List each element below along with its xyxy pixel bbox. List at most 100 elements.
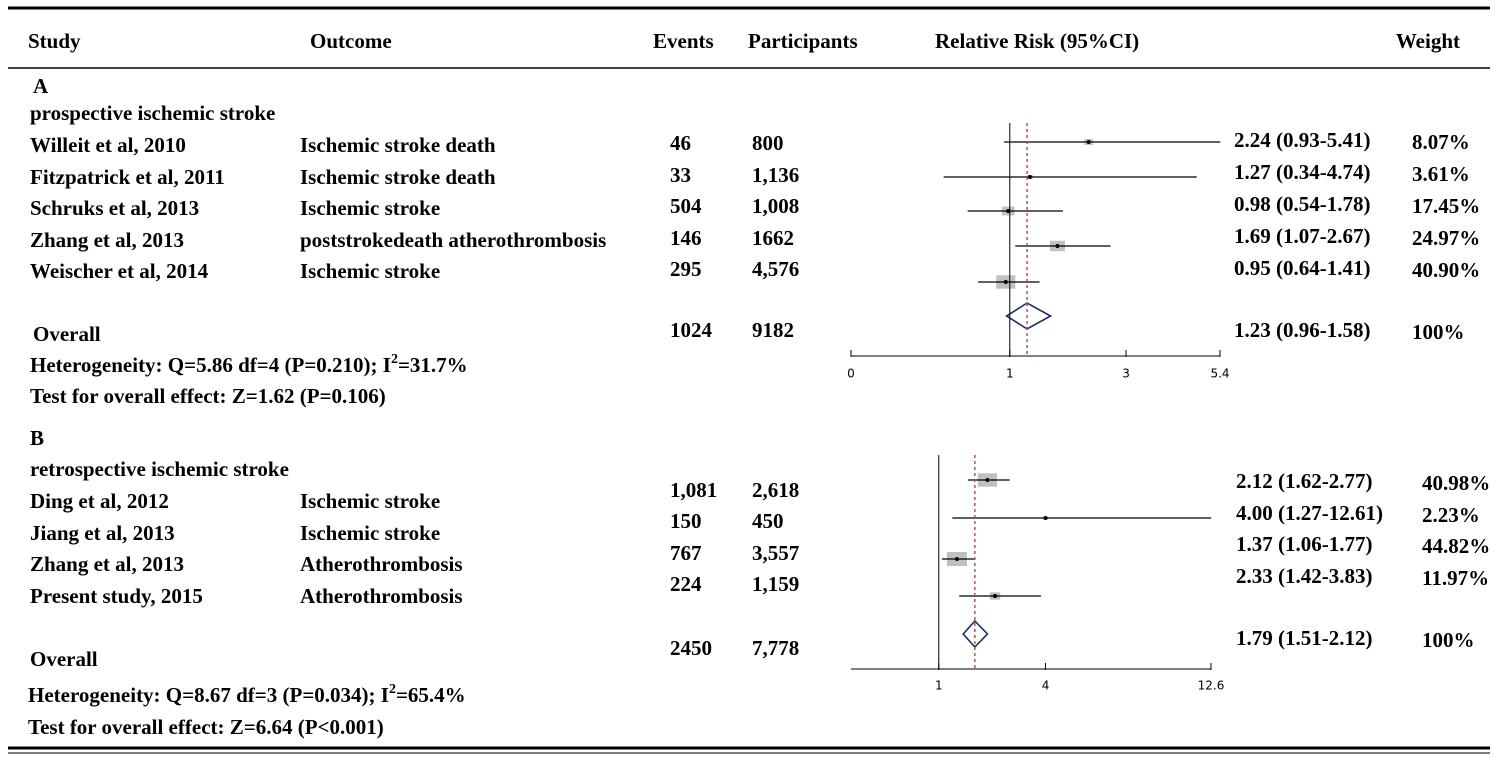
participants: 1,008 — [752, 194, 799, 218]
study-name: Ding et al, 2012 — [30, 489, 169, 513]
outcome: Ischemic stroke — [300, 521, 440, 545]
relative-risk: 2.33 (1.42-3.83) — [1236, 564, 1372, 588]
point-estimate — [954, 557, 959, 561]
x-tick-label: 1 — [935, 679, 943, 693]
relative-risk: 0.98 (0.54-1.78) — [1234, 192, 1370, 216]
point-estimate — [1043, 516, 1048, 520]
participants: 450 — [752, 509, 784, 533]
events: 1,081 — [670, 478, 717, 502]
overall-diamond — [1005, 302, 1053, 330]
study-name: Jiang et al, 2013 — [30, 521, 175, 545]
heterogeneity-sup: 2 — [391, 352, 398, 367]
relative-risk: 2.24 (0.93-5.41) — [1234, 128, 1370, 152]
outcome: Ischemic stroke — [300, 196, 440, 220]
header-study: Study — [28, 29, 81, 53]
heterogeneity: Heterogeneity: Q=8.67 df=3 (P=0.034); I2… — [28, 682, 466, 707]
weight: 2.23% — [1422, 503, 1480, 527]
study-name: Zhang et al, 2013 — [30, 552, 184, 576]
participants: 3,557 — [752, 541, 799, 565]
header-outcome: Outcome — [310, 29, 392, 53]
relative-risk: 1.27 (0.34-4.74) — [1234, 160, 1370, 184]
participants: 2,618 — [752, 478, 799, 502]
relative-risk: 1.23 (0.96-1.58) — [1234, 318, 1370, 342]
overall-effect-test: Test for overall effect: Z=1.62 (P=0.106… — [30, 384, 386, 408]
relative-risk: 0.95 (0.64-1.41) — [1234, 256, 1370, 280]
participants: 7,778 — [752, 636, 799, 660]
panel-label: B — [30, 426, 44, 450]
weight: 100% — [1412, 320, 1465, 344]
overall-label: Overall — [30, 647, 98, 671]
outcome: Ischemic stroke — [300, 259, 440, 283]
x-tick-label: 5.4 — [1210, 367, 1229, 381]
study-name: Weischer et al, 2014 — [30, 259, 209, 283]
x-tick-label: 12.6 — [1198, 679, 1225, 693]
heterogeneity-text: Heterogeneity: Q=5.86 df=4 (P=0.210); I — [30, 353, 391, 377]
heterogeneity-sup: 2 — [389, 682, 396, 697]
panel-label: A — [33, 74, 49, 98]
events: 33 — [670, 163, 691, 187]
events: 46 — [670, 131, 691, 155]
point-estimate — [1027, 175, 1032, 179]
participants: 9182 — [752, 318, 794, 342]
study-name: Present study, 2015 — [30, 584, 203, 608]
weight: 100% — [1422, 628, 1475, 652]
weight: 3.61% — [1412, 162, 1470, 186]
x-tick-label: 0 — [847, 367, 855, 381]
point-estimate — [1006, 209, 1011, 213]
weight: 8.07% — [1412, 130, 1470, 154]
relative-risk: 1.69 (1.07-2.67) — [1234, 224, 1370, 248]
weight: 44.82% — [1422, 534, 1490, 558]
x-tick-label: 1 — [1006, 367, 1014, 381]
outcome: Ischemic stroke — [300, 489, 440, 513]
x-tick-label: 4 — [1042, 679, 1050, 693]
point-estimate — [985, 478, 990, 482]
point-estimate — [1086, 140, 1091, 144]
events: 2450 — [670, 636, 712, 660]
point-estimate — [1055, 244, 1060, 248]
relative-risk: 4.00 (1.27-12.61) — [1236, 501, 1383, 525]
outcome: poststrokedeath atherothrombosis — [300, 228, 606, 252]
relative-risk: 2.12 (1.62-2.77) — [1236, 469, 1372, 493]
heterogeneity-text: =65.4% — [396, 683, 466, 707]
weight: 17.45% — [1412, 194, 1480, 218]
point-estimate — [992, 594, 997, 598]
overall-effect-test: Test for overall effect: Z=6.64 (P<0.001… — [28, 715, 384, 739]
participants: 800 — [752, 131, 784, 155]
study-name: Schruks et al, 2013 — [30, 196, 199, 220]
study-name: Zhang et al, 2013 — [30, 228, 184, 252]
header-rr: Relative Risk (95%CI) — [935, 29, 1139, 53]
header-events: Events — [653, 29, 714, 53]
events: 1024 — [670, 318, 713, 342]
events: 295 — [670, 257, 702, 281]
events: 767 — [670, 541, 702, 565]
overall-label: Overall — [33, 322, 101, 346]
weight: 24.97% — [1412, 226, 1480, 250]
heterogeneity: Heterogeneity: Q=5.86 df=4 (P=0.210); I2… — [30, 352, 468, 377]
heterogeneity-text: Heterogeneity: Q=8.67 df=3 (P=0.034); I — [28, 683, 389, 707]
events: 504 — [670, 194, 702, 218]
heterogeneity-text: =31.7% — [398, 353, 468, 377]
overall-diamond — [962, 619, 989, 649]
outcome: Ischemic stroke death — [300, 165, 496, 189]
x-tick-label: 3 — [1122, 367, 1130, 381]
relative-risk: 1.79 (1.51-2.12) — [1236, 626, 1372, 650]
study-name: Fitzpatrick et al, 2011 — [30, 165, 225, 189]
header-participants: Participants — [748, 29, 858, 53]
participants: 1,136 — [752, 163, 799, 187]
participants: 4,576 — [752, 257, 799, 281]
participants: 1662 — [752, 226, 794, 250]
outcome: Ischemic stroke death — [300, 133, 496, 157]
participants: 1,159 — [752, 572, 799, 596]
weight: 11.97% — [1422, 566, 1489, 590]
panel-subtitle: prospective ischemic stroke — [30, 101, 275, 125]
outcome: Atherothrombosis — [300, 584, 463, 608]
weight: 40.98% — [1422, 471, 1490, 495]
events: 224 — [670, 572, 702, 596]
header-weight: Weight — [1396, 29, 1460, 53]
point-estimate — [1003, 280, 1008, 284]
panel-subtitle: retrospective ischemic stroke — [30, 457, 289, 481]
events: 150 — [670, 509, 702, 533]
weight: 40.90% — [1412, 258, 1480, 282]
outcome: Atherothrombosis — [300, 552, 463, 576]
